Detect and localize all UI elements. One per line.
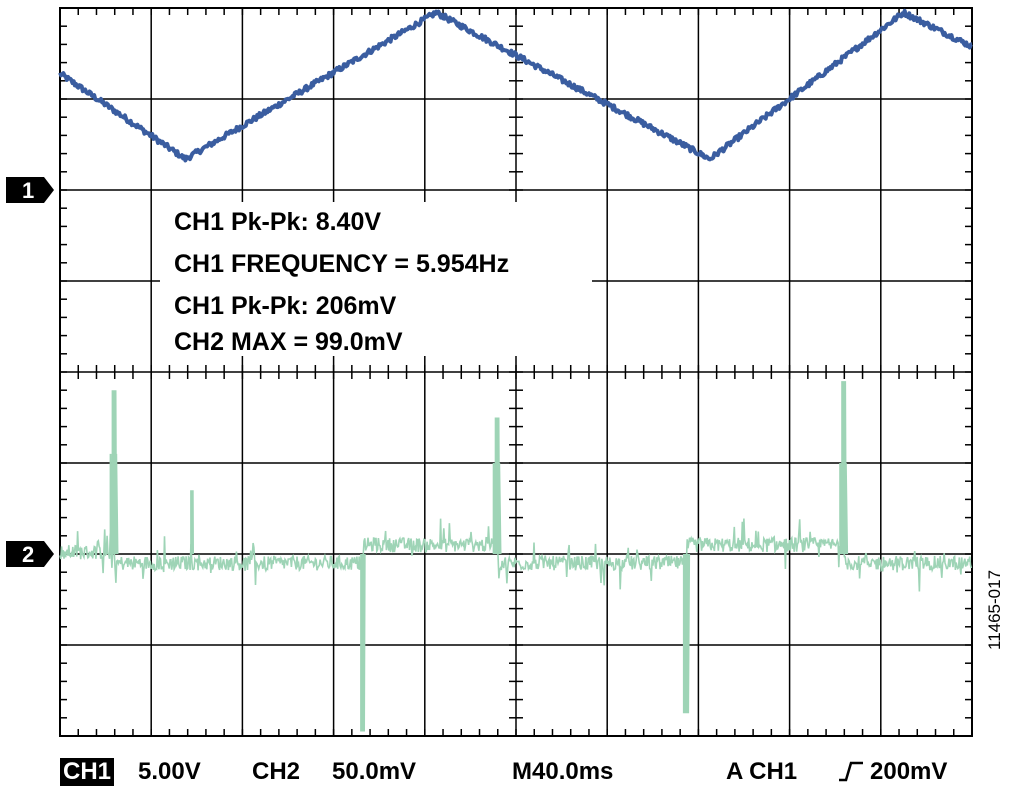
trigger-source: A CH1 [726, 758, 798, 785]
ch2-label: CH2 [252, 758, 301, 785]
ch2-spike [190, 490, 194, 555]
readout-line: CH1 FREQUENCY = 5.954Hz [174, 250, 509, 278]
ch2-spike [111, 390, 118, 555]
channel-marker-label: 2 [22, 542, 34, 567]
ch2-spike [841, 381, 847, 555]
channel-markers: 12 [6, 177, 54, 567]
ch2-spike [109, 453, 119, 555]
rising-edge-icon [838, 760, 864, 789]
channel-marker-shape [6, 541, 54, 567]
readout-line: CH1 Pk-Pk: 8.40V [174, 208, 381, 236]
timebase: M40.0ms [512, 758, 614, 785]
readout-background [160, 202, 592, 356]
ch2-spike [839, 462, 849, 555]
grid [59, 7, 973, 737]
ch2-trace [59, 518, 973, 592]
status-bar: CH1 5.00V CH2 50.0mV M40.0ms A CH1 200mV [0, 752, 1024, 792]
readout-line: CH2 MAX = 99.0mV [174, 328, 403, 356]
trigger-level: 200mV [870, 758, 948, 785]
channel-marker-label: 1 [22, 178, 34, 203]
ch1-scale: 5.00V [138, 758, 201, 785]
traces [58, 8, 973, 732]
readout-line: CH1 Pk-Pk: 206mV [174, 292, 397, 320]
ch2-scale: 50.0mV [332, 758, 417, 785]
ch1-trace [58, 8, 973, 163]
ch2-spike [492, 462, 502, 555]
channel-marker-1: 1 [6, 177, 54, 203]
channel-marker-shape [6, 177, 54, 203]
ch1-label: CH1 [60, 758, 115, 786]
channel-marker-2: 2 [6, 541, 54, 567]
ch2-spike [682, 553, 691, 714]
ch2-spike [494, 417, 501, 555]
figure-id: 11465-017 [985, 569, 1004, 650]
ch2-spike [360, 553, 366, 732]
measurement-readouts: CH1 Pk-Pk: 8.40V CH1 FREQUENCY = 5.954Hz C… [160, 202, 592, 356]
